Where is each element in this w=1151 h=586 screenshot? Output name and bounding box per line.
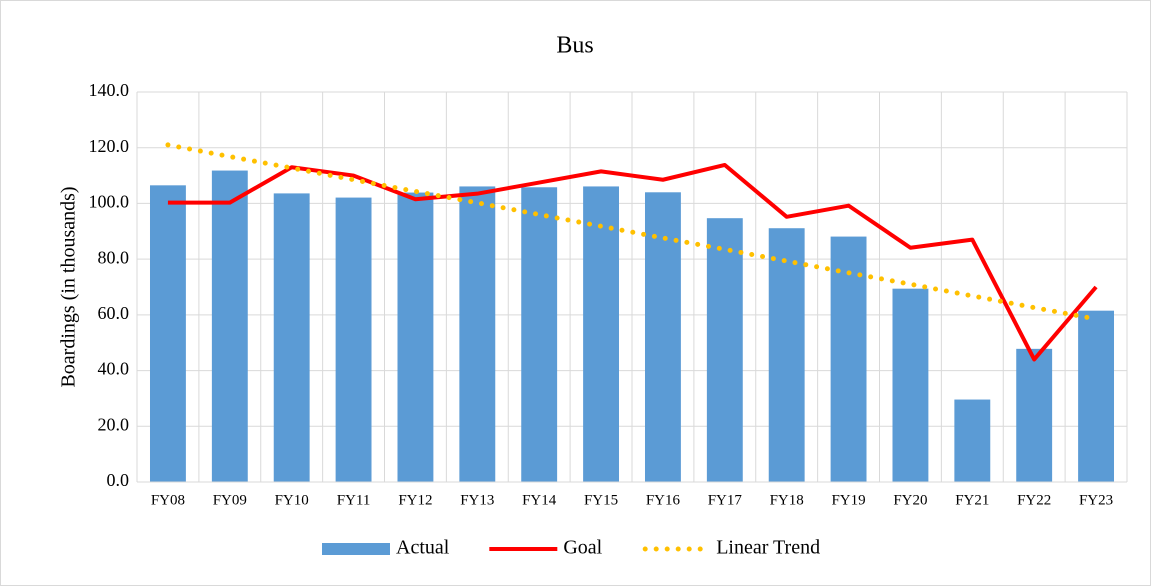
bar: [644, 192, 681, 483]
legend-label: Goal: [563, 537, 602, 559]
y-tick-label: 60.0: [98, 303, 130, 323]
bar: [1078, 310, 1115, 482]
x-tick-label: FY09: [213, 492, 247, 508]
x-tick-label: FY19: [831, 492, 865, 508]
bar: [273, 193, 310, 482]
y-tick-label: 120.0: [89, 136, 130, 156]
y-tick-label: 0.0: [107, 470, 130, 490]
bar: [521, 187, 558, 482]
y-tick-label: 40.0: [98, 359, 130, 379]
bar: [892, 288, 929, 482]
x-tick-label: FY10: [275, 492, 309, 508]
x-tick-label: FY21: [955, 492, 989, 508]
bar: [397, 192, 434, 483]
x-tick-label: FY11: [337, 492, 371, 508]
bar: [1016, 348, 1053, 482]
bar: [830, 236, 867, 482]
bar: [583, 186, 620, 482]
x-tick-label: FY12: [398, 492, 432, 508]
bar: [335, 197, 372, 483]
bar: [459, 186, 496, 482]
y-tick-label: 140.0: [89, 80, 130, 100]
chart-title: Bus: [556, 33, 593, 59]
y-axis-label: Boardings (in thousands): [58, 186, 80, 387]
y-tick-label: 100.0: [89, 192, 130, 212]
legend-label: Linear Trend: [716, 537, 820, 559]
x-tick-label: FY15: [584, 492, 618, 508]
bar: [954, 399, 991, 482]
y-tick-label: 20.0: [98, 414, 130, 434]
x-tick-label: FY08: [151, 492, 185, 508]
trend-line: [165, 142, 1099, 322]
goal-line: [167, 162, 1098, 362]
bar: [149, 185, 186, 483]
x-tick-label: FY17: [708, 492, 743, 508]
x-tick-label: FY20: [893, 492, 927, 508]
bar: [768, 228, 805, 482]
bar: [706, 218, 743, 482]
x-tick-label: FY16: [646, 492, 681, 508]
bar: [211, 170, 248, 483]
x-tick-label: FY23: [1079, 492, 1113, 508]
x-tick-label: FY22: [1017, 492, 1051, 508]
legend-swatch: [322, 543, 390, 555]
y-tick-label: 80.0: [98, 247, 130, 267]
x-tick-label: FY13: [460, 492, 494, 508]
x-tick-label: FY14: [522, 492, 557, 508]
legend-label: Actual: [396, 537, 450, 559]
x-tick-label: FY18: [770, 492, 804, 508]
